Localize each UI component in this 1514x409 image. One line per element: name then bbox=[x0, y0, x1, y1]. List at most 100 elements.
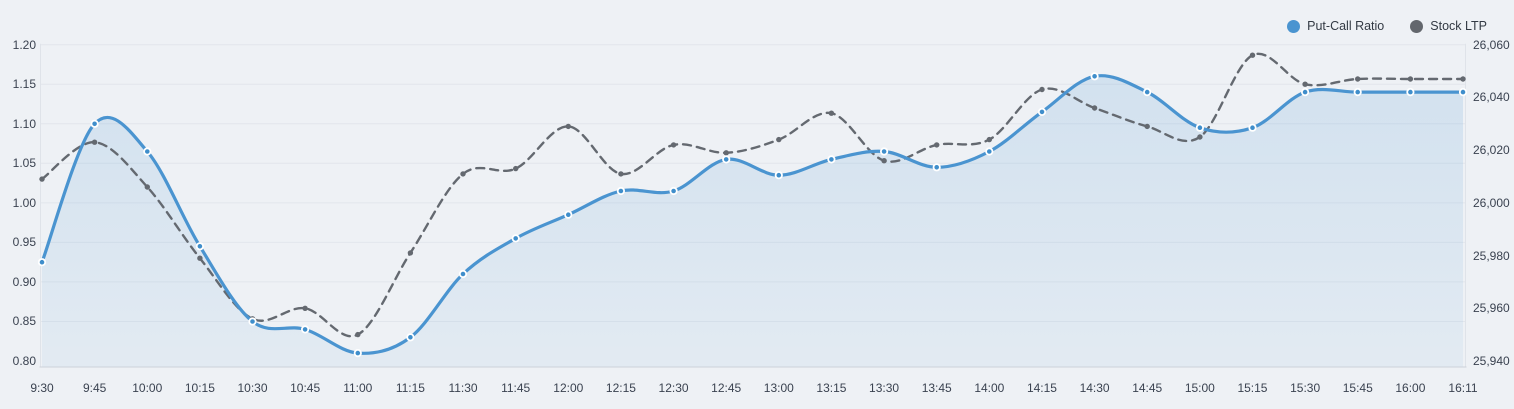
put-call-ratio-point bbox=[932, 163, 941, 172]
put-call-ratio-point bbox=[827, 155, 836, 164]
stock-ltp-markers bbox=[39, 52, 1466, 338]
x-axis-tick-label: 16:00 bbox=[1395, 381, 1426, 395]
put-call-ratio-point bbox=[1037, 107, 1047, 117]
x-axis-tick-label: 11:30 bbox=[448, 381, 478, 395]
stock-ltp-point bbox=[1197, 134, 1203, 140]
x-axis-tick-label: 11:45 bbox=[501, 381, 531, 395]
x-axis-tick-label: 13:45 bbox=[921, 381, 952, 395]
stock-ltp-point bbox=[565, 123, 571, 130]
stock-ltp-point bbox=[828, 110, 835, 116]
put-call-ratio-point bbox=[669, 186, 678, 196]
stock-ltp-point bbox=[355, 331, 361, 338]
x-axis-tick-label: 12:45 bbox=[711, 381, 742, 395]
put-call-ratio-point bbox=[1248, 123, 1257, 132]
put-call-ratio-point bbox=[774, 171, 783, 180]
put-call-ratio-point bbox=[1301, 88, 1310, 97]
x-axis-tick-label: 9:30 bbox=[30, 381, 54, 395]
stock-ltp-point bbox=[39, 176, 45, 182]
left-axis-tick-label: 1.15 bbox=[12, 77, 36, 92]
put-call-ratio-point bbox=[458, 269, 468, 279]
put-call-ratio-point bbox=[353, 348, 362, 358]
stock-ltp-point bbox=[197, 255, 203, 261]
legend-item-stock-ltp[interactable]: Stock LTP bbox=[1410, 19, 1487, 33]
put-call-ratio-swatch-icon bbox=[1287, 19, 1301, 33]
put-call-ratio-area bbox=[42, 75, 1463, 367]
right-axis-tick-label: 26,020 bbox=[1473, 143, 1510, 158]
stock-ltp-point bbox=[670, 142, 677, 148]
stock-ltp-point bbox=[986, 136, 992, 143]
x-axis-tick-label: 11:00 bbox=[343, 381, 373, 395]
x-axis-tick-label: 10:45 bbox=[290, 381, 321, 395]
x-axis-tick-label: 12:30 bbox=[658, 381, 689, 395]
put-call-ratio-point bbox=[511, 234, 520, 243]
put-call-ratio-point bbox=[1458, 88, 1468, 97]
stock-ltp-point bbox=[618, 171, 624, 177]
put-call-ratio-point bbox=[985, 147, 994, 156]
x-axis-tick-label: 9:45 bbox=[82, 381, 107, 395]
put-call-ratio-point bbox=[248, 317, 257, 326]
stock-ltp-point bbox=[1355, 76, 1361, 82]
legend-item-put-call-ratio[interactable]: Put-Call Ratio bbox=[1287, 19, 1384, 33]
stock-ltp-point bbox=[91, 139, 98, 145]
x-axis-tick-label: 12:15 bbox=[605, 381, 636, 395]
stock-ltp-point bbox=[723, 150, 729, 156]
stock-ltp-point bbox=[302, 305, 308, 311]
put-call-ratio-point bbox=[879, 147, 889, 156]
put-call-ratio-point bbox=[1143, 88, 1152, 97]
x-axis-tick-label: 13:15 bbox=[816, 381, 847, 395]
put-call-ratio-point bbox=[1195, 123, 1205, 132]
put-call-ratio-point bbox=[1090, 72, 1099, 81]
put-call-ratio-point bbox=[143, 147, 152, 156]
x-axis-tick-label: 15:30 bbox=[1290, 381, 1321, 395]
put-call-ratio-point bbox=[195, 242, 204, 251]
x-axis-tick-label: 14:00 bbox=[974, 381, 1005, 395]
right-axis-tick-label: 26,000 bbox=[1473, 195, 1510, 210]
stock-ltp-point bbox=[1091, 105, 1098, 111]
stock-ltp-point bbox=[460, 171, 466, 177]
put-call-ratio-point bbox=[406, 333, 415, 342]
stock-ltp-point bbox=[1249, 52, 1256, 58]
stock-ltp-point bbox=[881, 158, 887, 164]
stock-ltp-point bbox=[1302, 81, 1308, 87]
right-axis-tick-label: 26,040 bbox=[1473, 90, 1510, 105]
right-axis-tick-label: 25,940 bbox=[1473, 354, 1510, 368]
left-axis-tick-label: 1.10 bbox=[12, 116, 36, 131]
left-axis-tick-label: 1.00 bbox=[12, 195, 36, 210]
chart-legend: Put-Call Ratio Stock LTP bbox=[1287, 19, 1487, 33]
put-call-ratio-point bbox=[616, 186, 626, 196]
x-axis-tick-label: 15:00 bbox=[1184, 381, 1215, 395]
stock-ltp-point bbox=[776, 136, 782, 143]
stock-ltp-point bbox=[1460, 76, 1466, 82]
stock-ltp-swatch-icon bbox=[1410, 19, 1424, 33]
put-call-ratio-point bbox=[564, 210, 573, 219]
stock-ltp-point bbox=[407, 250, 414, 256]
stock-ltp-point bbox=[1039, 86, 1045, 93]
stock-ltp-point bbox=[1407, 76, 1414, 82]
left-axis-tick-label: 1.20 bbox=[12, 37, 36, 52]
put-call-ratio-point bbox=[1406, 88, 1415, 97]
put-call-ratio-point bbox=[1353, 88, 1362, 97]
x-axis-tick-label: 16:11 bbox=[1448, 381, 1478, 395]
right-axis-tick-label: 25,960 bbox=[1473, 301, 1510, 316]
x-axis-tick-label: 10:30 bbox=[237, 381, 268, 395]
left-axis-tick-label: 1.05 bbox=[12, 156, 36, 171]
x-axis-tick-label: 13:00 bbox=[763, 381, 794, 395]
stock-ltp-point bbox=[513, 165, 519, 172]
x-axis-tick-label: 13:30 bbox=[869, 381, 900, 395]
stock-ltp-point bbox=[934, 142, 940, 148]
x-axis-tick-label: 14:30 bbox=[1079, 381, 1110, 395]
right-axis-tick-label: 26,060 bbox=[1473, 37, 1510, 52]
left-axis-tick-label: 0.95 bbox=[12, 235, 36, 250]
x-axis-tick-label: 15:45 bbox=[1342, 381, 1373, 395]
put-call-ratio-point bbox=[37, 258, 47, 267]
x-axis-tick-label: 10:00 bbox=[132, 381, 163, 395]
stock-ltp-point bbox=[1144, 123, 1150, 130]
left-axis-tick-label: 0.85 bbox=[12, 314, 36, 329]
put-call-ratio-point bbox=[300, 325, 310, 334]
x-axis-tick-label: 14:15 bbox=[1026, 381, 1057, 395]
legend-label-put-call-ratio: Put-Call Ratio bbox=[1307, 19, 1385, 33]
x-axis-tick-label: 10:15 bbox=[184, 381, 215, 395]
x-axis-tick-label: 15:15 bbox=[1237, 381, 1268, 395]
